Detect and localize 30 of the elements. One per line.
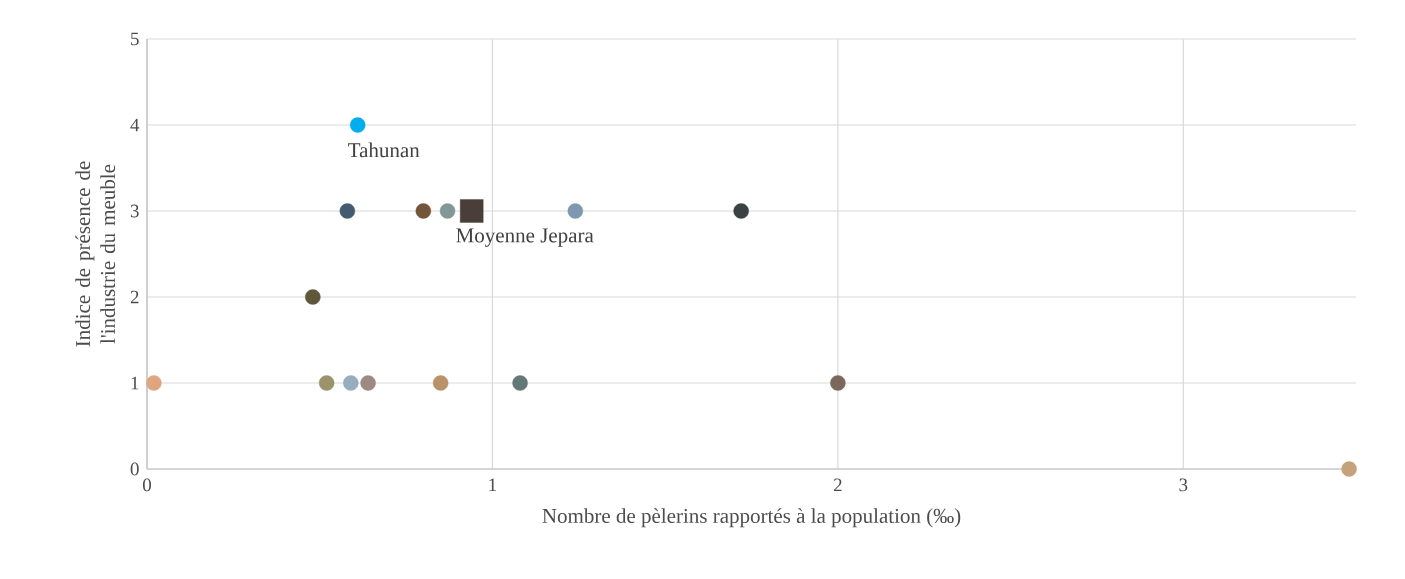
x-tick-label: 0: [142, 478, 152, 492]
x-axis-title: Nombre de pèlerins rapportés à la population (‰): [542, 508, 961, 528]
x-tick-label: 3: [1179, 478, 1188, 492]
point: [350, 117, 366, 133]
y-tick-label: 3: [130, 204, 139, 218]
point: [339, 203, 356, 219]
y-tick-label: 2: [130, 290, 139, 304]
point: [343, 375, 359, 391]
point: [830, 375, 846, 391]
annotation: Tahunan: [348, 142, 420, 158]
point: [567, 203, 584, 219]
point: [146, 375, 162, 391]
annotation: Moyenne Jepara: [456, 228, 594, 247]
point: [360, 375, 376, 391]
x-tick-label: 2: [833, 478, 842, 492]
point: [439, 203, 456, 219]
point: [733, 203, 749, 219]
point: [305, 289, 321, 305]
x-tick-label: 1: [489, 478, 497, 492]
y-tick-label: 4: [130, 118, 140, 132]
y-axis-title: Indice de présence de l'industrie du meuble: [75, 161, 116, 347]
point: [432, 375, 449, 391]
y-tick-label: 5: [131, 32, 139, 46]
point: [415, 203, 432, 219]
y-tick-label: 1: [131, 376, 139, 390]
point: [512, 375, 528, 391]
point: [1341, 461, 1357, 477]
point: [460, 199, 484, 223]
point: [318, 375, 335, 391]
y-tick-label: 0: [130, 462, 139, 476]
